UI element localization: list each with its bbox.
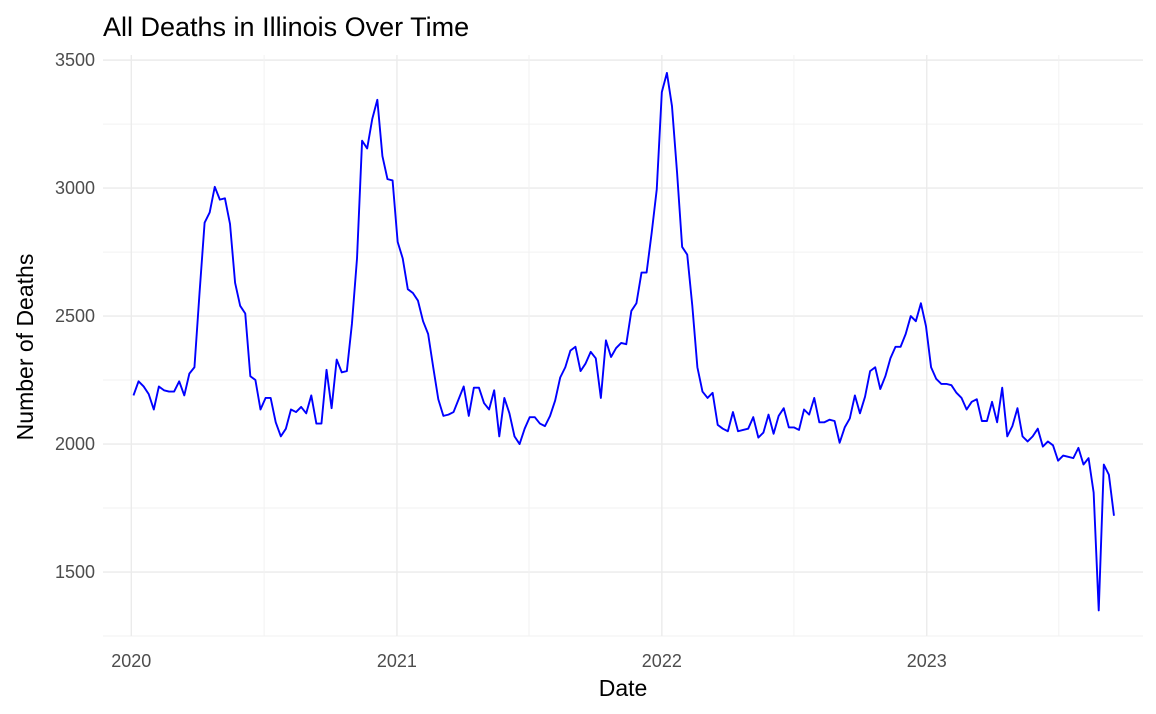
y-tick-label: 2000 [55,434,95,454]
y-tick-label: 3500 [55,50,95,70]
x-tick-label: 2022 [642,651,682,671]
x-tick-label: 2020 [111,651,151,671]
x-tick-label: 2023 [907,651,947,671]
y-axis-title: Number of Deaths [12,254,38,441]
x-axis-tick-labels: 2020 2021 2022 2023 [111,651,946,671]
grid [103,55,1143,637]
y-tick-label: 3000 [55,178,95,198]
series-line-deaths [132,71,1115,612]
series-layer [132,71,1115,612]
chart-title: All Deaths in Illinois Over Time [103,12,469,42]
y-tick-label: 1500 [55,562,95,582]
y-axis-tick-labels: 1500 2000 2500 3000 3500 [55,50,95,582]
y-tick-label: 2500 [55,306,95,326]
x-axis-title: Date [599,675,648,701]
x-tick-label: 2021 [377,651,417,671]
